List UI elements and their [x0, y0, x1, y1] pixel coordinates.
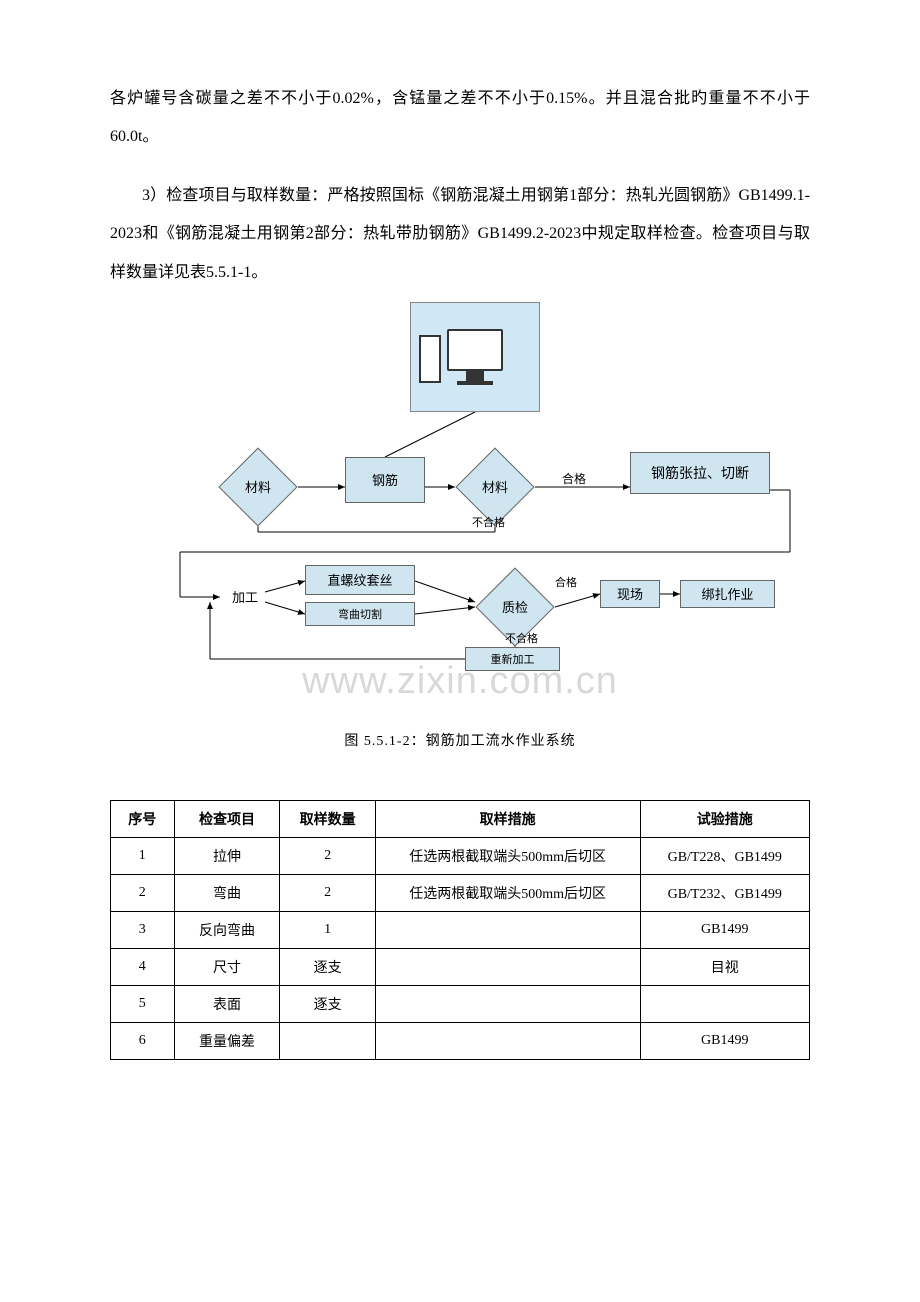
computer-icon	[410, 302, 540, 412]
table-cell: 2	[280, 874, 375, 911]
node-label: 质检	[502, 597, 528, 616]
table-cell: 1	[280, 911, 375, 948]
table-header: 取样数量	[280, 800, 375, 837]
node-thread: 直螺纹套丝	[305, 565, 415, 595]
table-header: 序号	[111, 800, 175, 837]
table-header: 检查项目	[174, 800, 280, 837]
table-cell	[375, 911, 640, 948]
paragraph-1: 各炉罐号含碳量之差不不小于0.02%，含锰量之差不不小于0.15%。并且混合批旳…	[110, 80, 810, 157]
edge-label-qualified: 合格	[562, 470, 586, 487]
table-cell: 任选两根截取端头500mm后切区	[375, 837, 640, 874]
table-row: 1拉伸2任选两根截取端头500mm后切区GB/T228、GB1499	[111, 837, 810, 874]
node-qc: 质检	[475, 582, 555, 632]
table-cell: 反向弯曲	[174, 911, 280, 948]
table-cell: GB/T232、GB1499	[640, 874, 809, 911]
node-other: 弯曲切割	[305, 602, 415, 626]
diagram-caption: 图 5.5.1-2：钢筋加工流水作业系统	[110, 730, 810, 750]
table-cell: 逐支	[280, 985, 375, 1022]
table-cell: 3	[111, 911, 175, 948]
table-cell: GB1499	[640, 1022, 809, 1059]
node-label: 现场	[617, 584, 643, 603]
node-label: 钢筋张拉、切断	[651, 463, 749, 483]
table-cell	[375, 1022, 640, 1059]
node-site: 现场	[600, 580, 660, 608]
table-cell	[280, 1022, 375, 1059]
inspection-table: 序号 检查项目 取样数量 取样措施 试验措施 1拉伸2任选两根截取端头500mm…	[110, 800, 810, 1060]
table-cell	[375, 948, 640, 985]
node-label: 加工	[232, 587, 258, 606]
paragraph-2: 3）检查项目与取样数量：严格按照国标《钢筋混凝土用钢第1部分：热轧光圆钢筋》GB…	[110, 177, 810, 292]
table-cell: 重量偏差	[174, 1022, 280, 1059]
node-cut: 钢筋张拉、切断	[630, 452, 770, 494]
node-label: 弯曲切割	[338, 606, 382, 622]
node-label: 钢筋	[372, 470, 398, 489]
table-cell: 2	[280, 837, 375, 874]
table-cell: 逐支	[280, 948, 375, 985]
table-cell	[375, 985, 640, 1022]
table-row: 6重量偏差 GB1499	[111, 1022, 810, 1059]
node-material-1: 材料	[218, 462, 298, 512]
node-label: 绑扎作业	[701, 584, 753, 603]
node-label: 重新加工	[491, 651, 535, 667]
node-bind: 绑扎作业	[680, 580, 775, 608]
table-row: 2弯曲2任选两根截取端头500mm后切区GB/T232、GB1499	[111, 874, 810, 911]
table-cell: 目视	[640, 948, 809, 985]
table-row: 4尺寸逐支 目视	[111, 948, 810, 985]
node-process-label: 加工	[225, 587, 265, 606]
table-row: 3反向弯曲1 GB1499	[111, 911, 810, 948]
table-header: 取样措施	[375, 800, 640, 837]
table-header-row: 序号 检查项目 取样数量 取样措施 试验措施	[111, 800, 810, 837]
table-cell	[640, 985, 809, 1022]
table-cell: 5	[111, 985, 175, 1022]
table-row: 5表面逐支	[111, 985, 810, 1022]
edge-label-unqualified-2: 不合格	[505, 630, 538, 646]
node-label: 材料	[245, 477, 271, 496]
table-cell: 表面	[174, 985, 280, 1022]
node-rework: 重新加工	[465, 647, 560, 671]
edge-label-qualified-2: 合格	[555, 574, 577, 590]
table-cell: 2	[111, 874, 175, 911]
flowchart: 材料 钢筋 材料 钢筋张拉、切断 加工 直螺纹套丝 弯曲切割 质检 现场 绑扎作…	[110, 302, 810, 722]
node-material-2: 材料	[455, 462, 535, 512]
edge-label-unqualified-1: 不合格	[472, 514, 505, 530]
table-cell: 任选两根截取端头500mm后切区	[375, 874, 640, 911]
table-cell: 4	[111, 948, 175, 985]
node-label: 直螺纹套丝	[327, 570, 392, 589]
node-label: 材料	[482, 477, 508, 496]
table-cell: GB1499	[640, 911, 809, 948]
table-cell: 拉伸	[174, 837, 280, 874]
table-cell: GB/T228、GB1499	[640, 837, 809, 874]
table-cell: 1	[111, 837, 175, 874]
node-rebar: 钢筋	[345, 457, 425, 503]
table-cell: 弯曲	[174, 874, 280, 911]
table-cell: 6	[111, 1022, 175, 1059]
table-cell: 尺寸	[174, 948, 280, 985]
table-header: 试验措施	[640, 800, 809, 837]
